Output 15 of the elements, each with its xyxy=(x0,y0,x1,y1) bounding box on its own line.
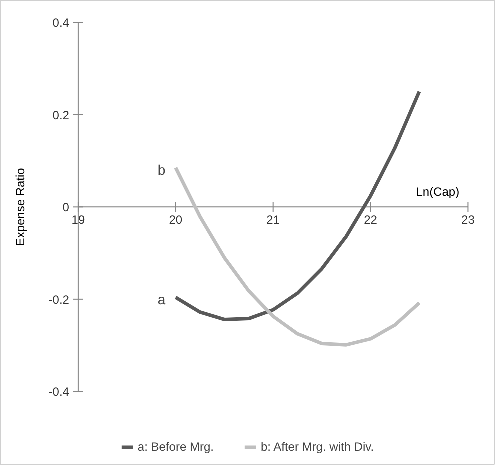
y-tick-label: 0.2 xyxy=(52,108,70,122)
annotation: b xyxy=(158,162,166,178)
y-tick-label: 0.4 xyxy=(52,16,70,30)
annotation: a xyxy=(158,292,166,308)
legend-label: b: After Mrg. with Div. xyxy=(260,440,374,454)
y-tick-label: -0.2 xyxy=(48,292,70,307)
y-tick-label: 0 xyxy=(62,200,70,215)
y-tick-label: -0.4 xyxy=(48,385,70,400)
x-tick-label: 22 xyxy=(364,213,378,228)
y-axis-title: Expense Ratio xyxy=(13,168,28,246)
legend-label: a: Before Mrg. xyxy=(138,440,214,454)
x-tick-label: 21 xyxy=(266,213,280,228)
x-tick-label: 23 xyxy=(462,213,476,228)
x-tick-label: 20 xyxy=(169,213,183,228)
x-axis-title: Ln(Cap) xyxy=(416,185,460,200)
